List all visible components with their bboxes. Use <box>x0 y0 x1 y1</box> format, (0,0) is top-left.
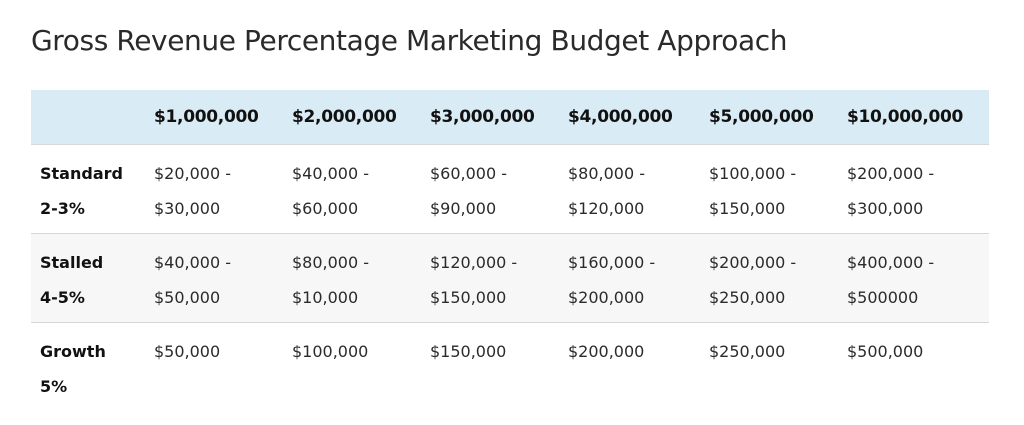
header-cell-5m: $5,000,000 <box>709 107 814 127</box>
table-cell: $20,000 - $30,000 <box>145 145 283 234</box>
table-cell: $100,000 <box>283 323 421 412</box>
table-cell: $80,000 - $120,000 <box>559 145 700 234</box>
table-row-standard: Standard 2-3% $20,000 - $30,000 $40,000 … <box>31 144 989 234</box>
range-high: $250,000 <box>709 288 786 307</box>
table-cell: $40,000 - $60,000 <box>283 145 421 234</box>
range-low: $80,000 - <box>568 164 646 183</box>
cell-value: $150,000 <box>430 342 507 361</box>
cell-value: $500,000 <box>847 342 924 361</box>
range-low: $160,000 - <box>568 253 656 272</box>
row-label-cell: Growth 5% <box>31 323 145 412</box>
cell-value: $250,000 <box>709 342 786 361</box>
table-cell: $60,000 - $90,000 <box>421 145 559 234</box>
range-low: $200,000 - <box>709 253 797 272</box>
cell-value: $50,000 <box>154 342 221 361</box>
range-low: $20,000 - <box>154 164 232 183</box>
range-high: $60,000 <box>292 199 359 218</box>
table-row-growth: Growth 5% $50,000 $100,000 $150,000 $200… <box>31 322 989 412</box>
row-label-cell: Stalled 4-5% <box>31 234 145 323</box>
range-high: $150,000 <box>430 288 507 307</box>
row-label-percent: 5% <box>40 377 68 396</box>
header-cell-2m: $2,000,000 <box>292 107 397 127</box>
header-cell-3m: $3,000,000 <box>430 107 535 127</box>
table-cell: $160,000 - $200,000 <box>559 234 700 323</box>
table-cell: $200,000 - $250,000 <box>700 234 838 323</box>
table-cell: $50,000 <box>145 323 283 412</box>
row-label-percent: 2-3% <box>40 199 85 218</box>
budget-table: $1,000,000 $2,000,000 $3,000,000 $4,000,… <box>31 90 989 412</box>
row-label-percent: 4-5% <box>40 288 85 307</box>
table-header-row: $1,000,000 $2,000,000 $3,000,000 $4,000,… <box>31 90 989 145</box>
range-low: $80,000 - <box>292 253 370 272</box>
header-cell-empty <box>31 90 145 145</box>
range-high: $300,000 <box>847 199 924 218</box>
header-cell-4m: $4,000,000 <box>568 107 673 127</box>
table-cell: $250,000 <box>700 323 838 412</box>
table-cell: $80,000 - $10,000 <box>283 234 421 323</box>
range-low: $40,000 - <box>292 164 370 183</box>
row-label-cell: Standard 2-3% <box>31 145 145 234</box>
range-low: $100,000 - <box>709 164 797 183</box>
table-cell: $100,000 - $150,000 <box>700 145 838 234</box>
cell-value: $100,000 <box>292 342 369 361</box>
table-cell: $150,000 <box>421 323 559 412</box>
table-cell: $200,000 <box>559 323 700 412</box>
range-high: $200,000 <box>568 288 645 307</box>
cell-value: $200,000 <box>568 342 645 361</box>
page-title: Gross Revenue Percentage Marketing Budge… <box>31 24 788 57</box>
range-low: $400,000 - <box>847 253 935 272</box>
range-high: $120,000 <box>568 199 645 218</box>
table-cell: $120,000 - $150,000 <box>421 234 559 323</box>
row-label-name: Growth <box>40 342 106 361</box>
row-label-name: Standard <box>40 164 123 183</box>
table-cell: $200,000 - $300,000 <box>838 145 989 234</box>
table-cell: $40,000 - $50,000 <box>145 234 283 323</box>
range-high: $150,000 <box>709 199 786 218</box>
range-low: $200,000 - <box>847 164 935 183</box>
row-label-name: Stalled <box>40 253 104 272</box>
table-row-stalled: Stalled 4-5% $40,000 - $50,000 $80,000 -… <box>31 233 989 323</box>
range-low: $60,000 - <box>430 164 508 183</box>
range-high: $50,000 <box>154 288 221 307</box>
range-low: $120,000 - <box>430 253 518 272</box>
table-cell: $400,000 - $500000 <box>838 234 989 323</box>
range-high: $10,000 <box>292 288 359 307</box>
range-high: $30,000 <box>154 199 221 218</box>
range-low: $40,000 - <box>154 253 232 272</box>
header-cell-10m: $10,000,000 <box>847 107 964 127</box>
header-cell-1m: $1,000,000 <box>154 107 259 127</box>
range-high: $500000 <box>847 288 919 307</box>
table-cell: $500,000 <box>838 323 989 412</box>
range-high: $90,000 <box>430 199 497 218</box>
